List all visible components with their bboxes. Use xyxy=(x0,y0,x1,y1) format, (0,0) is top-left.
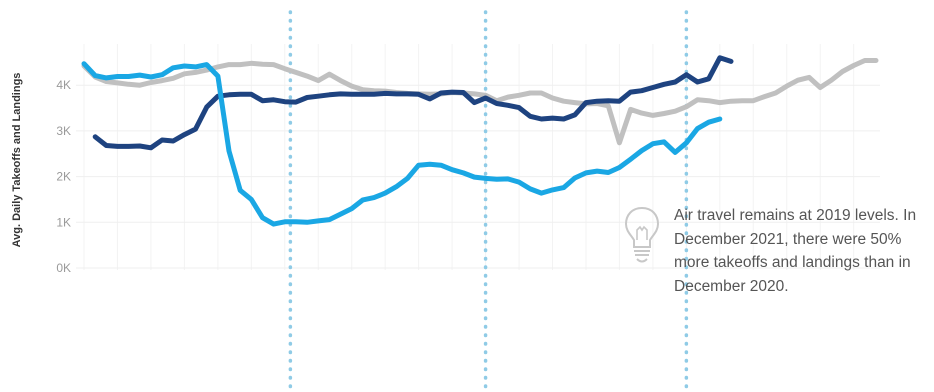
series-line-1 xyxy=(81,58,879,146)
y-tick-label: 3K xyxy=(56,124,71,138)
series-lines xyxy=(81,55,879,227)
annotation-text: Air travel remains at 2019 levels. In De… xyxy=(674,207,917,295)
series-line-2 xyxy=(92,55,734,151)
event-markers xyxy=(288,10,689,392)
y-tick-label: 1K xyxy=(56,215,71,229)
y-tick-label: 2K xyxy=(56,170,71,184)
y-axis-title: Avg. Daily Takeoffs and Landings xyxy=(11,73,23,248)
series-line-3 xyxy=(81,61,723,227)
y-axis-ticks: 0K 1K 2K 3K 4K xyxy=(56,78,71,275)
y-tick-label: 4K xyxy=(56,78,71,92)
lightbulb-icon xyxy=(624,206,660,263)
y-tick-label: 0K xyxy=(56,261,71,275)
